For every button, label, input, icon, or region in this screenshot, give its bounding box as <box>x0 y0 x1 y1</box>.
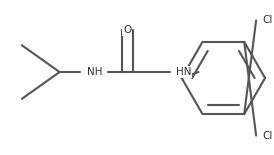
Text: HN: HN <box>176 67 192 77</box>
Text: Cl: Cl <box>262 131 272 141</box>
Text: Cl: Cl <box>262 15 272 25</box>
Text: NH: NH <box>87 67 102 77</box>
Text: O: O <box>123 25 131 35</box>
